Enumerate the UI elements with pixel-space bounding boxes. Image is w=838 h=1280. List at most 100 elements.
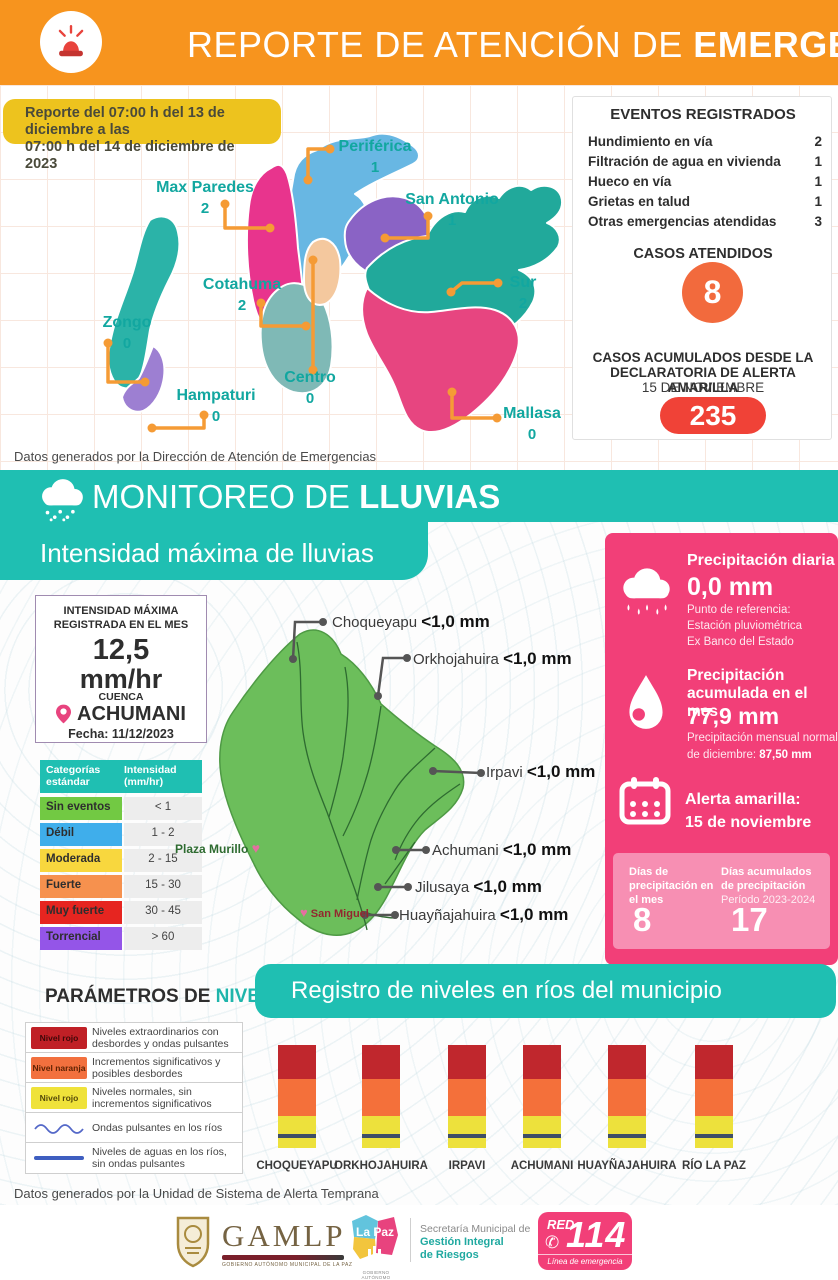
monitoreo-subtitle: Intensidad máxima de lluvias [40,538,374,568]
water-level-line [608,1134,646,1138]
river-level-bar-huaynajahuira [608,1045,646,1148]
landmark-plaza-murillo: Plaza Murillo ♥ [175,840,261,856]
river-level-bar-riolapaz [695,1045,733,1148]
district-label-hampaturi: Hampaturi 0 [176,387,256,425]
water-drop-icon [625,673,667,736]
casos-acumulados-title: CASOS ACUMULADOS DESDE LA DECLARATORIA DE… [592,350,814,395]
district-label-cotahuma: Cotahuma 2 [202,276,282,314]
page-title-bold: EMERGENCIAS [693,24,838,65]
event-row: Hueco en vía 1 [588,174,822,189]
event-row: Hundimiento en vía 2 [588,134,822,149]
bar-label: HUAYÑAJAHUIRA [577,1160,677,1172]
intensidad-value: 12,5 [92,634,150,666]
district-map [103,132,563,433]
event-row: Grietas en talud 1 [588,194,822,209]
bar-label: ORKHOJAHUIRA [334,1160,428,1172]
wavy-line-icon [26,1121,92,1135]
categoria-row: Débil 1 - 2 [40,823,202,846]
report-period-line2: 07:00 h del 14 de diciembre de 2023 [25,139,235,172]
dias-mes-value: 8 [633,901,652,938]
water-level-line [523,1134,561,1138]
station-label-huaynajahuira: Huayñajahuira <1,0 mm [399,905,569,924]
red-114-logo: RED ✆ 114 Línea de emergencia [538,1212,632,1270]
river-level-bar-achumani [523,1045,561,1148]
page-title: REPORTE DE ATENCIÓN DE EMERGENCIAS [187,24,838,66]
heart-marker-icon: ♥ [300,905,308,920]
dias-acum-value: 17 [731,901,768,938]
station-label-choqueyapu: Choqueyapu <1,0 mm [332,612,490,631]
monitoreo-band [0,470,838,522]
categoria-row: Moderada 2 - 15 [40,849,202,872]
river-lines [296,641,461,931]
dias-acum-label: Días acumulados de precipitación Período … [721,866,816,906]
secretaria-label: Secretaría Municipal de Gestión Integral… [420,1223,531,1261]
categorias-header: Categorías estándar Intensidad (mm/hr) [40,760,202,793]
watershed-map [219,618,485,936]
district-zongo [107,215,181,390]
station-label-achumani: Achumani <1,0 mm [432,840,572,859]
cloud-rain-icon [33,476,91,527]
legend-row: Ondas pulsantes en los ríos [26,1113,242,1143]
location-pin-icon [56,704,72,724]
categoria-row: Sin eventos < 1 [40,797,202,820]
intensidad-fecha: Fecha: 11/12/2023 [68,727,174,741]
bar-label: CHOQUEYAPU [256,1160,338,1172]
gamlp-underline [222,1255,344,1260]
phone-icon: ✆ [545,1233,560,1252]
casos-acumulados-date: 15 DE NOVIEMBRE [641,380,765,395]
district-label-centro: Centro 0 [284,369,336,407]
casos-atendidos-title: CASOS ATENDIDOS [633,246,773,262]
district-label-sur: Sur 2 [509,274,537,312]
bar-label: RÍO LA PAZ [682,1160,746,1172]
report-period-box: Reporte del 07:00 h del 13 de diciembre … [3,99,281,172]
district-label-periferica: Periférica 1 [338,138,412,176]
bar-label: ACHUMANI [510,1160,574,1172]
cuenca-name: ACHUMANI [77,703,186,725]
precipitacion-panel: Precipitación diaria 0,0 mm Punto de ref… [605,533,838,965]
report-period-line1: Reporte del 07:00 h del 13 de diciembre … [25,105,225,138]
gamlp-logo: GAMLP GOBIERNO AUTÓNOMO MUNICIPAL DE LA … [222,1218,353,1268]
monitoreo-subband [0,522,428,580]
legend-row: Nivel rojo Niveles extraordinarios con de… [26,1023,242,1053]
emergencias-source: Datos generados por la Dirección de Aten… [14,449,377,464]
registro-title-bar: Registro de niveles en ríos del municipi… [255,964,836,1018]
dias-precipitacion-box: Días de precipitación en el mes Días acu… [613,853,830,949]
district-mallasa-area [361,287,520,433]
river-level-bar-choqueyapu [278,1045,316,1148]
cuenca-row: ACHUMANI [36,703,206,725]
alerta-label: Alerta amarilla: [685,791,801,808]
district-label-zongo: Zongo 0 [102,314,152,352]
water-level-line [278,1134,316,1138]
intensidad-unit: mm/hr [79,664,163,694]
district-label-max-paredes: Max Paredes 2 [156,179,254,217]
legend-row: Nivel rojo Niveles normales, sin incremen… [26,1083,242,1113]
water-level-line [362,1134,400,1138]
cloud-rain-icon [613,565,679,622]
casos-atendidos-badge: 8 [682,262,743,323]
precip-diaria-label: Precipitación diaria [687,552,835,569]
page-title-prefix: REPORTE DE ATENCIÓN DE [187,24,694,65]
station-leader-lines [291,620,483,917]
river-level-bar-irpavi [448,1045,486,1148]
event-row: Filtración de agua en vivienda 1 [588,154,822,169]
categoria-row: Muy fuerte 30 - 45 [40,901,202,924]
district-centro [303,237,342,306]
landmark-san-miguel: ♥ San Miguel [300,905,369,920]
river-level-bar-orkhojahuira [362,1045,400,1148]
categoria-row: Fuerte 15 - 30 [40,875,202,898]
district-label-san-antonio: San Antonio 1 [405,191,499,229]
leader-dots [103,144,503,433]
footer-divider [410,1218,411,1262]
svg-text:La Paz: La Paz [356,1225,394,1239]
calendar-icon [619,776,671,831]
niveles-legend: Nivel rojo Niveles extraordinarios con de… [25,1022,243,1174]
water-level-line [448,1134,486,1138]
events-title: EVENTOS REGISTRADOS [610,106,796,123]
siren-icon [40,11,102,73]
straight-line-icon [26,1156,92,1160]
station-label-irpavi: Irpavi <1,0 mm [486,762,596,781]
precip-diaria-value: 0,0 mm [687,573,774,601]
casos-acumulados-badge: 235 [660,397,766,434]
precip-acumulada-value: 77,9 mm [687,703,780,729]
water-level-line [695,1134,733,1138]
